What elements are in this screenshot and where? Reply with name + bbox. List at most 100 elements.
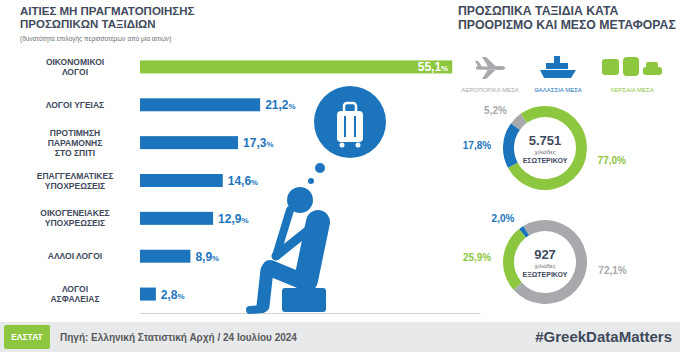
icon-ship-deck [546, 63, 568, 69]
donut: 927χιλιάδεςΕΞΩΤΕΡΙΚΟΥ72,1%2,0%25,9% [463, 213, 627, 304]
icon-ship-funnel [554, 56, 560, 63]
data-label: 72,1% [598, 265, 626, 276]
bubble-dot [315, 163, 325, 173]
text-line: ΣΤΟ ΣΠΙΤΙ [55, 148, 95, 158]
legend-icon [540, 56, 576, 78]
text-line: ΟΙΚΟΝΟΜΙΚΟΙ [46, 57, 104, 67]
title: ΠΡΟΣΩΠΙΚΑ ΤΑΞΙΔΙΑ ΚΑΤΑΠΡΟΟΡΙΣΜΟ ΚΑΙ ΜΕΣΟ… [458, 4, 676, 32]
text-line: ΛΟΓΟΙ ΥΓΕΙΑΣ [46, 100, 104, 110]
thigh [270, 268, 304, 282]
icon-plane [475, 57, 506, 79]
donut-total: 927 [534, 247, 556, 262]
text-line: ΥΠΟΧΡΕΩΣΕΙΣ [45, 181, 105, 191]
category-label: ΛΟΓΟΙΑΣΦΑΛΕΙΑΣ [50, 284, 99, 304]
text-line: ΑΙΤΙΕΣ ΜΗ ΠΡΑΓΜΑΤΟΠΟΙΗΣΗΣ [20, 5, 195, 17]
hashtag: #GreekDataMatters [535, 328, 672, 345]
data-label: 55,1% [418, 60, 448, 74]
bar-chart: ΑΙΤΙΕΣ ΜΗ ΠΡΑΓΜΑΤΟΠΟΙΗΣΗΣΠΡΟΣΩΠΙΚΩΝ ΤΑΞΙ… [20, 5, 481, 314]
data-label-unit: % [288, 102, 295, 111]
foot [250, 309, 262, 310]
data-label: 21,2% [265, 98, 295, 112]
text-line: ΛΟΓΟΙ [62, 284, 88, 294]
icon-car-top [646, 62, 658, 68]
donut-unit: χιλιάδες [534, 149, 555, 155]
axis-line [141, 313, 481, 314]
text-line: ΛΟΓΟΙ [62, 67, 88, 77]
slice [503, 123, 520, 167]
x-axis [141, 313, 481, 314]
icon-train [623, 57, 639, 76]
subtitle: (δυνατότητα επιλογής περισσοτέρων από μί… [20, 35, 172, 43]
icon-ship [540, 70, 576, 78]
bar [140, 288, 156, 301]
slice [503, 229, 526, 290]
text-line: ΟΙΚΟΓΕΝΕΙΑΚΕΣ [40, 208, 109, 218]
category-label: ΟΙΚΟΝΟΜΙΚΟΙΛΟΓΟΙ [46, 57, 104, 77]
legend-label: ΧΕΡΣΑΙΑ ΜΕΣΑ [610, 87, 653, 93]
title: ΑΙΤΙΕΣ ΜΗ ΠΡΑΓΜΑΤΟΠΟΙΗΣΗΣΠΡΟΣΩΠΙΚΩΝ ΤΑΞΙ… [20, 5, 195, 30]
text-line: ΠΡΟΣΩΠΙΚΑ ΤΑΞΙΔΙΑ ΚΑΤΑ [458, 4, 618, 18]
data-label: 17,3% [243, 136, 273, 150]
data-label-number: 21,2 [265, 98, 289, 112]
donut-total: 5.751 [529, 133, 562, 148]
suitcase-wheel [356, 143, 361, 148]
suitcase [337, 111, 363, 142]
data-label-unit: % [178, 292, 185, 301]
data-label: 12,9% [218, 212, 248, 226]
text-line: ΠΑΡΑΜΟΝΗΣ [48, 138, 103, 148]
text-line: ΥΠΟΧΡΕΩΣΕΙΣ [45, 218, 105, 228]
shin [263, 270, 267, 306]
slice [508, 106, 587, 190]
forearm [276, 210, 290, 256]
figure-illustration [250, 86, 386, 312]
logo-box [4, 325, 50, 349]
slice [513, 220, 587, 304]
text-line: ΠΡΟΤΙΜΗΣΗ [50, 128, 100, 138]
bars [140, 60, 452, 300]
data-label: 8,9% [195, 250, 219, 264]
data-label: 2,0% [492, 213, 515, 224]
text-line: ΑΣΦΑΛΕΙΑΣ [50, 294, 99, 304]
donut-name: ΕΣΩΤΕΡΙΚΟΥ [523, 157, 568, 164]
data-label-number: 17,3 [243, 136, 267, 150]
bar [140, 212, 213, 225]
category-label: ΠΡΟΤΙΜΗΣΗΠΑΡΑΜΟΝΗΣΣΤΟ ΣΠΙΤΙ [48, 128, 103, 158]
footer-band [0, 322, 680, 352]
data-label-unit: % [251, 178, 258, 187]
background [0, 0, 680, 352]
legend-label: ΑΕΡΟΠΟΡΙΚΑ ΜΕΣΑ [461, 87, 518, 93]
data-label-unit: % [212, 254, 219, 263]
data-label-unit: % [441, 64, 448, 73]
text-line: ΑΛΛΟΙ ΛΟΓΟΙ [48, 251, 102, 261]
category-label: ΟΙΚΟΓΕΝΕΙΑΚΕΣΥΠΟΧΡΕΩΣΕΙΣ [40, 208, 109, 228]
donut: 5.751χιλιάδεςΕΣΩΤΕΡΙΚΟΥ5,2%17,8%77,0% [463, 105, 626, 190]
head [287, 187, 313, 213]
icon-bus [602, 59, 619, 75]
thought-bubble [314, 86, 386, 158]
category-label: ΛΟΓΟΙ ΥΓΕΙΑΣ [46, 100, 104, 110]
text-line: ΠΡΟΟΡΙΣΜΟ ΚΑΙ ΜΕΣΟ ΜΕΤΑΦΟΡΑΣ [458, 18, 676, 32]
data-label-number: 8,9 [195, 250, 212, 264]
suitcase-stripe [354, 116, 356, 137]
icon-car [643, 67, 662, 75]
data-label: 5,2% [484, 105, 507, 116]
data-label-number: 2,8 [161, 288, 178, 302]
bar [140, 174, 223, 187]
bar [140, 250, 190, 263]
source: Πηγή: Ελληνική Στατιστική Αρχή / 24 Ιουλ… [60, 332, 297, 343]
suitcase-wheel [340, 143, 345, 148]
category-label: ΕΠΑΓΓΕΛΜΑΤΙΚΕΣΥΠΟΧΡΕΩΣΕΙΣ [37, 171, 113, 191]
data-label-unit: % [266, 140, 273, 149]
logo: ΕΛΣΤΑΤ [11, 332, 43, 342]
data-label-number: 55,1 [418, 60, 442, 74]
data-label: 2,8% [161, 288, 185, 302]
bar [140, 60, 452, 73]
bar [140, 98, 260, 111]
slices [503, 106, 587, 190]
data-label: 14,6% [228, 174, 258, 188]
legend: ΑΕΡΟΠΟΡΙΚΑ ΜΕΣΑΘΑΛΑΣΣΙΑ ΜΕΣΑΧΕΡΣΑΙΑ ΜΕΣΑ [461, 56, 662, 93]
data-label-number: 12,9 [218, 212, 242, 226]
data-label-number: 14,6 [228, 174, 252, 188]
donut-unit: χιλιάδες [534, 263, 555, 269]
text-line: ΕΠΑΓΓΕΛΜΑΤΙΚΕΣ [37, 171, 113, 181]
